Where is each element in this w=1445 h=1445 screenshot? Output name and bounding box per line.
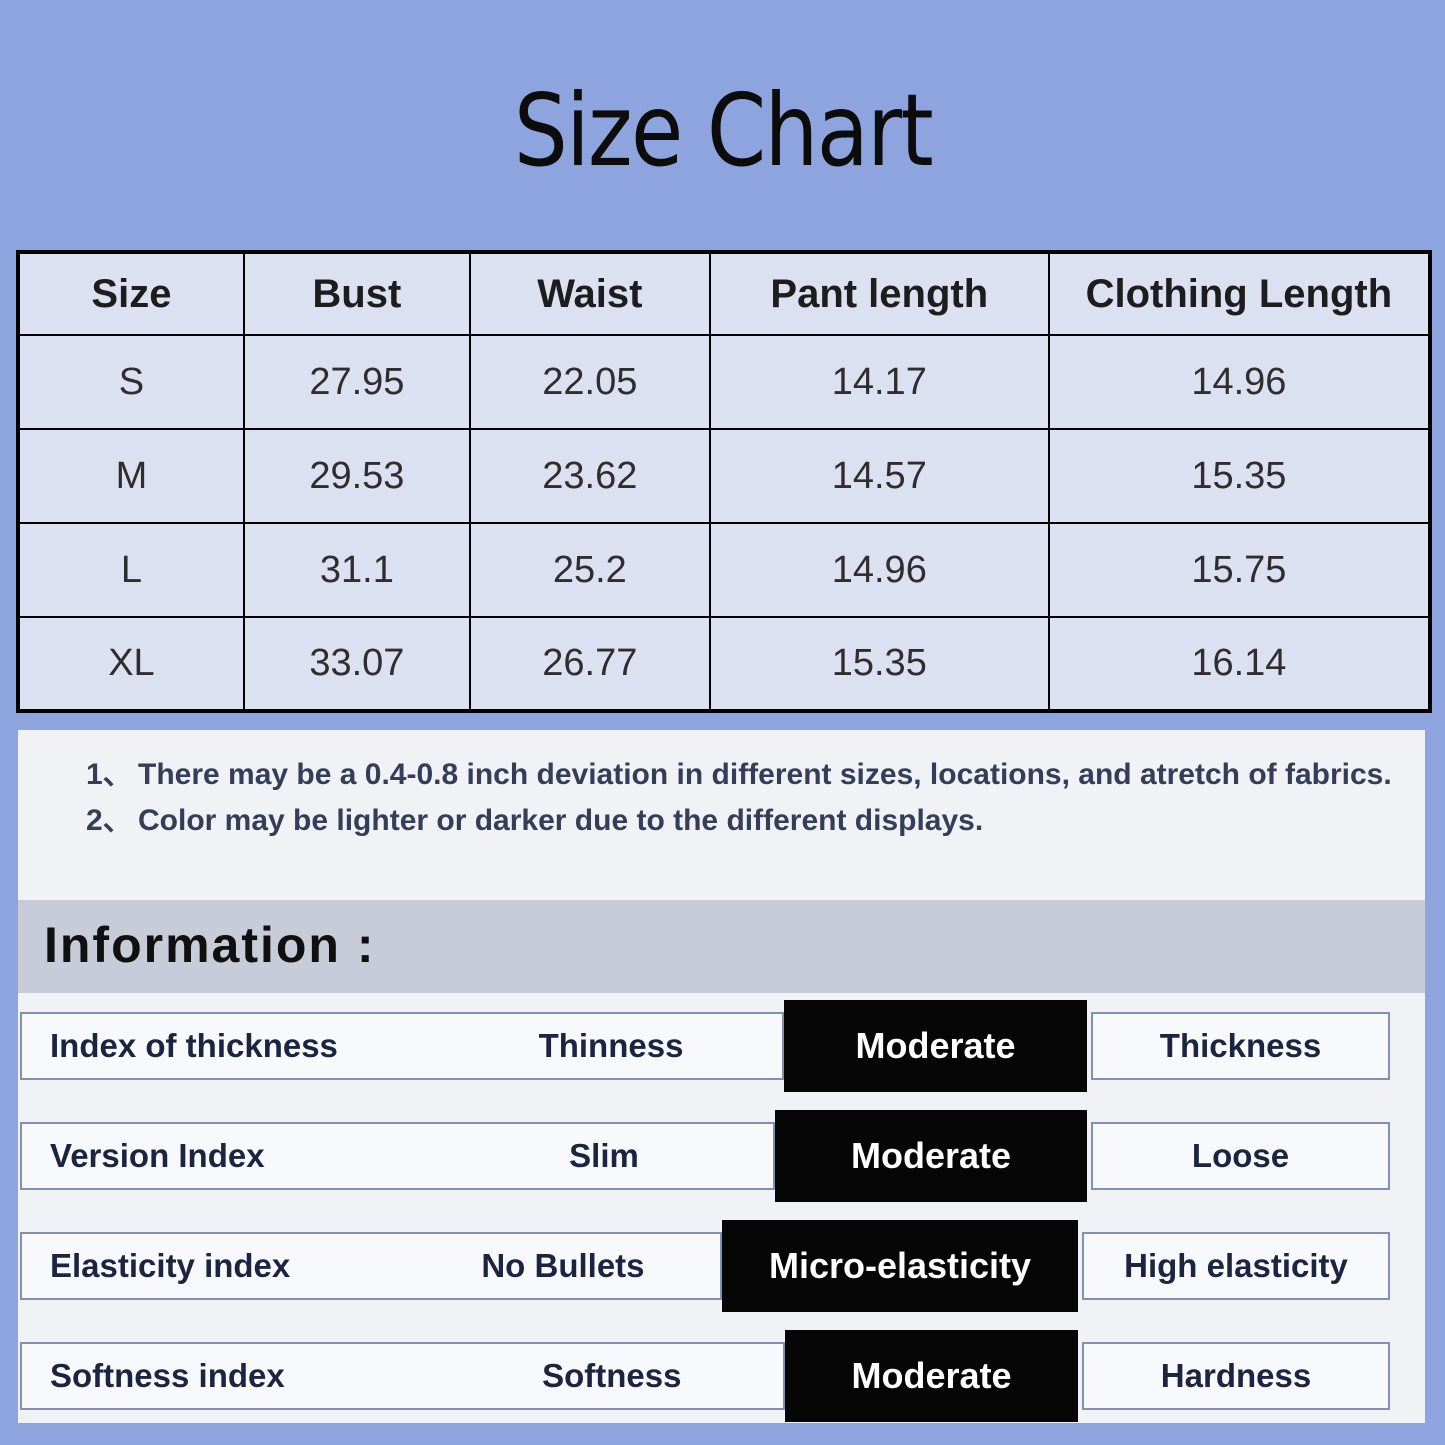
size-table-cell: 33.07 bbox=[242, 616, 471, 712]
size-table-row: L 31.1 25.2 14.96 15.75 bbox=[17, 522, 1432, 618]
info-option: Slim bbox=[569, 1137, 639, 1174]
size-table-cell: 15.35 bbox=[1047, 428, 1432, 524]
size-table-cell: 14.96 bbox=[708, 522, 1050, 618]
size-table-cell: 15.75 bbox=[1047, 522, 1432, 618]
size-table-row: S 27.95 22.05 14.17 14.96 bbox=[17, 334, 1432, 430]
info-option: Hardness bbox=[1082, 1342, 1390, 1410]
info-row-thickness: Index of thickness Thinness Moderate Thi… bbox=[20, 1000, 1390, 1092]
notes-list: 1、 There may be a 0.4-0.8 inch deviation… bbox=[86, 752, 1401, 844]
info-option-selected: Micro-elasticity bbox=[722, 1220, 1078, 1312]
note-text: Color may be lighter or darker due to th… bbox=[138, 804, 984, 837]
size-table-header-row: Size Bust Waist Pant length Clothing Len… bbox=[17, 251, 1432, 336]
page-title-wrap: Size Chart bbox=[0, 72, 1445, 189]
size-table-header-cell: Size bbox=[17, 251, 245, 336]
size-table-row: M 29.53 23.62 14.57 15.35 bbox=[17, 428, 1432, 524]
size-table-cell: 23.62 bbox=[468, 428, 711, 524]
info-row-softness: Softness index Softness Moderate Hardnes… bbox=[20, 1330, 1390, 1422]
note-marker: 2、 bbox=[86, 804, 133, 837]
info-option: No Bullets bbox=[481, 1247, 645, 1284]
info-option: Softness bbox=[542, 1357, 682, 1394]
details-panel: 1、 There may be a 0.4-0.8 inch deviation… bbox=[18, 730, 1425, 1423]
size-table-cell: 16.14 bbox=[1047, 616, 1432, 712]
info-row-label: Softness index bbox=[50, 1357, 285, 1394]
info-row-left-box: Version Index Slim bbox=[20, 1122, 775, 1190]
info-option: Thinness bbox=[538, 1027, 684, 1064]
size-table-cell: 25.2 bbox=[468, 522, 711, 618]
info-row-label: Index of thickness bbox=[50, 1027, 338, 1064]
info-option-selected: Moderate bbox=[785, 1330, 1078, 1422]
size-table-cell: XL bbox=[17, 616, 245, 712]
info-option: Thickness bbox=[1091, 1012, 1390, 1080]
info-row-left-box: Elasticity index No Bullets bbox=[20, 1232, 722, 1300]
note-line: 2、 Color may be lighter or darker due to… bbox=[86, 798, 1401, 844]
info-row-elasticity: Elasticity index No Bullets Micro-elasti… bbox=[20, 1220, 1390, 1312]
size-table-cell: 14.57 bbox=[708, 428, 1050, 524]
info-row-left-box: Index of thickness Thinness bbox=[20, 1012, 784, 1080]
size-table-header-cell: Pant length bbox=[708, 251, 1050, 336]
note-line: 1、 There may be a 0.4-0.8 inch deviation… bbox=[86, 752, 1401, 798]
note-text: There may be a 0.4-0.8 inch deviation in… bbox=[138, 758, 1392, 791]
info-row-left-box: Softness index Softness bbox=[20, 1342, 785, 1410]
info-row-label: Elasticity index bbox=[50, 1247, 291, 1284]
size-table-cell: 31.1 bbox=[242, 522, 471, 618]
size-table-cell: L bbox=[17, 522, 245, 618]
size-table-header-cell: Bust bbox=[242, 251, 471, 336]
size-table-cell: 22.05 bbox=[468, 334, 711, 430]
size-table-cell: S bbox=[17, 334, 245, 430]
size-table: Size Bust Waist Pant length Clothing Len… bbox=[16, 250, 1432, 713]
size-table-header-cell: Waist bbox=[468, 251, 711, 336]
info-option: Loose bbox=[1091, 1122, 1390, 1190]
size-table-cell: 29.53 bbox=[242, 428, 471, 524]
info-row-version: Version Index Slim Moderate Loose bbox=[20, 1110, 1390, 1202]
size-table-cell: 27.95 bbox=[242, 334, 471, 430]
note-marker: 1、 bbox=[86, 758, 133, 791]
info-option-selected: Moderate bbox=[784, 1000, 1087, 1092]
info-option: High elasticity bbox=[1082, 1232, 1390, 1300]
size-table-row: XL 33.07 26.77 15.35 16.14 bbox=[17, 616, 1432, 712]
info-row-label: Version Index bbox=[50, 1137, 265, 1174]
info-option-selected: Moderate bbox=[775, 1110, 1087, 1202]
page-title: Size Chart bbox=[513, 72, 933, 189]
size-table-cell: 26.77 bbox=[468, 616, 711, 712]
size-table-cell: 15.35 bbox=[708, 616, 1050, 712]
information-heading: Information : bbox=[44, 917, 376, 973]
size-table-cell: 14.96 bbox=[1047, 334, 1432, 430]
size-table-cell: M bbox=[17, 428, 245, 524]
size-table-cell: 14.17 bbox=[708, 334, 1050, 430]
information-band: Information : bbox=[18, 900, 1425, 993]
size-table-header-cell: Clothing Length bbox=[1047, 251, 1432, 336]
